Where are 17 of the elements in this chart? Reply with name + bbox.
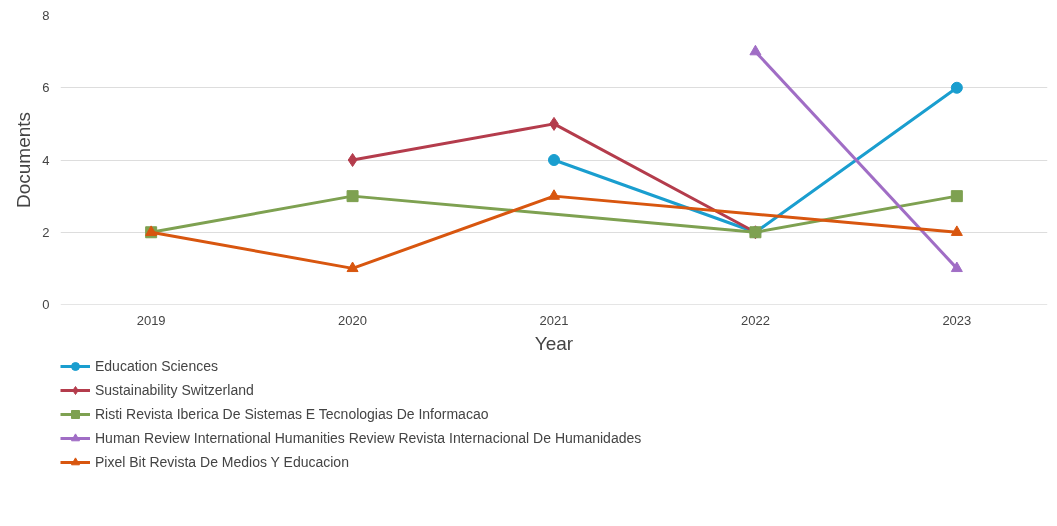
x-tick-label: 2020 [338,312,368,328]
legend-label: Human Review International Humanities Review Revista Internacional De Humanidades [95,429,642,447]
x-tick-label: 2022 [740,312,770,328]
x-tick-label: 2021 [539,312,569,328]
y-tick-label: 4 [42,152,50,168]
x-axis-title: Year [534,332,574,354]
y-tick-label: 6 [42,80,50,96]
x-tick-label: 2019 [136,312,166,328]
x-tick-label: 2023 [942,312,972,328]
legend-label: Risti Revista Iberica De Sistemas E Tecnologias De Informacao [95,405,489,423]
y-tick-label: 2 [42,224,50,240]
legend-label: Pixel Bit Revista De Medios Y Educacion [95,453,349,471]
y-tick-label: 8 [42,8,50,23]
legend-label: Sustainability Switzerland [95,381,254,399]
y-tick-label: 0 [42,297,50,312]
y-axis-title: Documents [13,111,35,209]
legend-label: Education Sciences [95,357,218,375]
